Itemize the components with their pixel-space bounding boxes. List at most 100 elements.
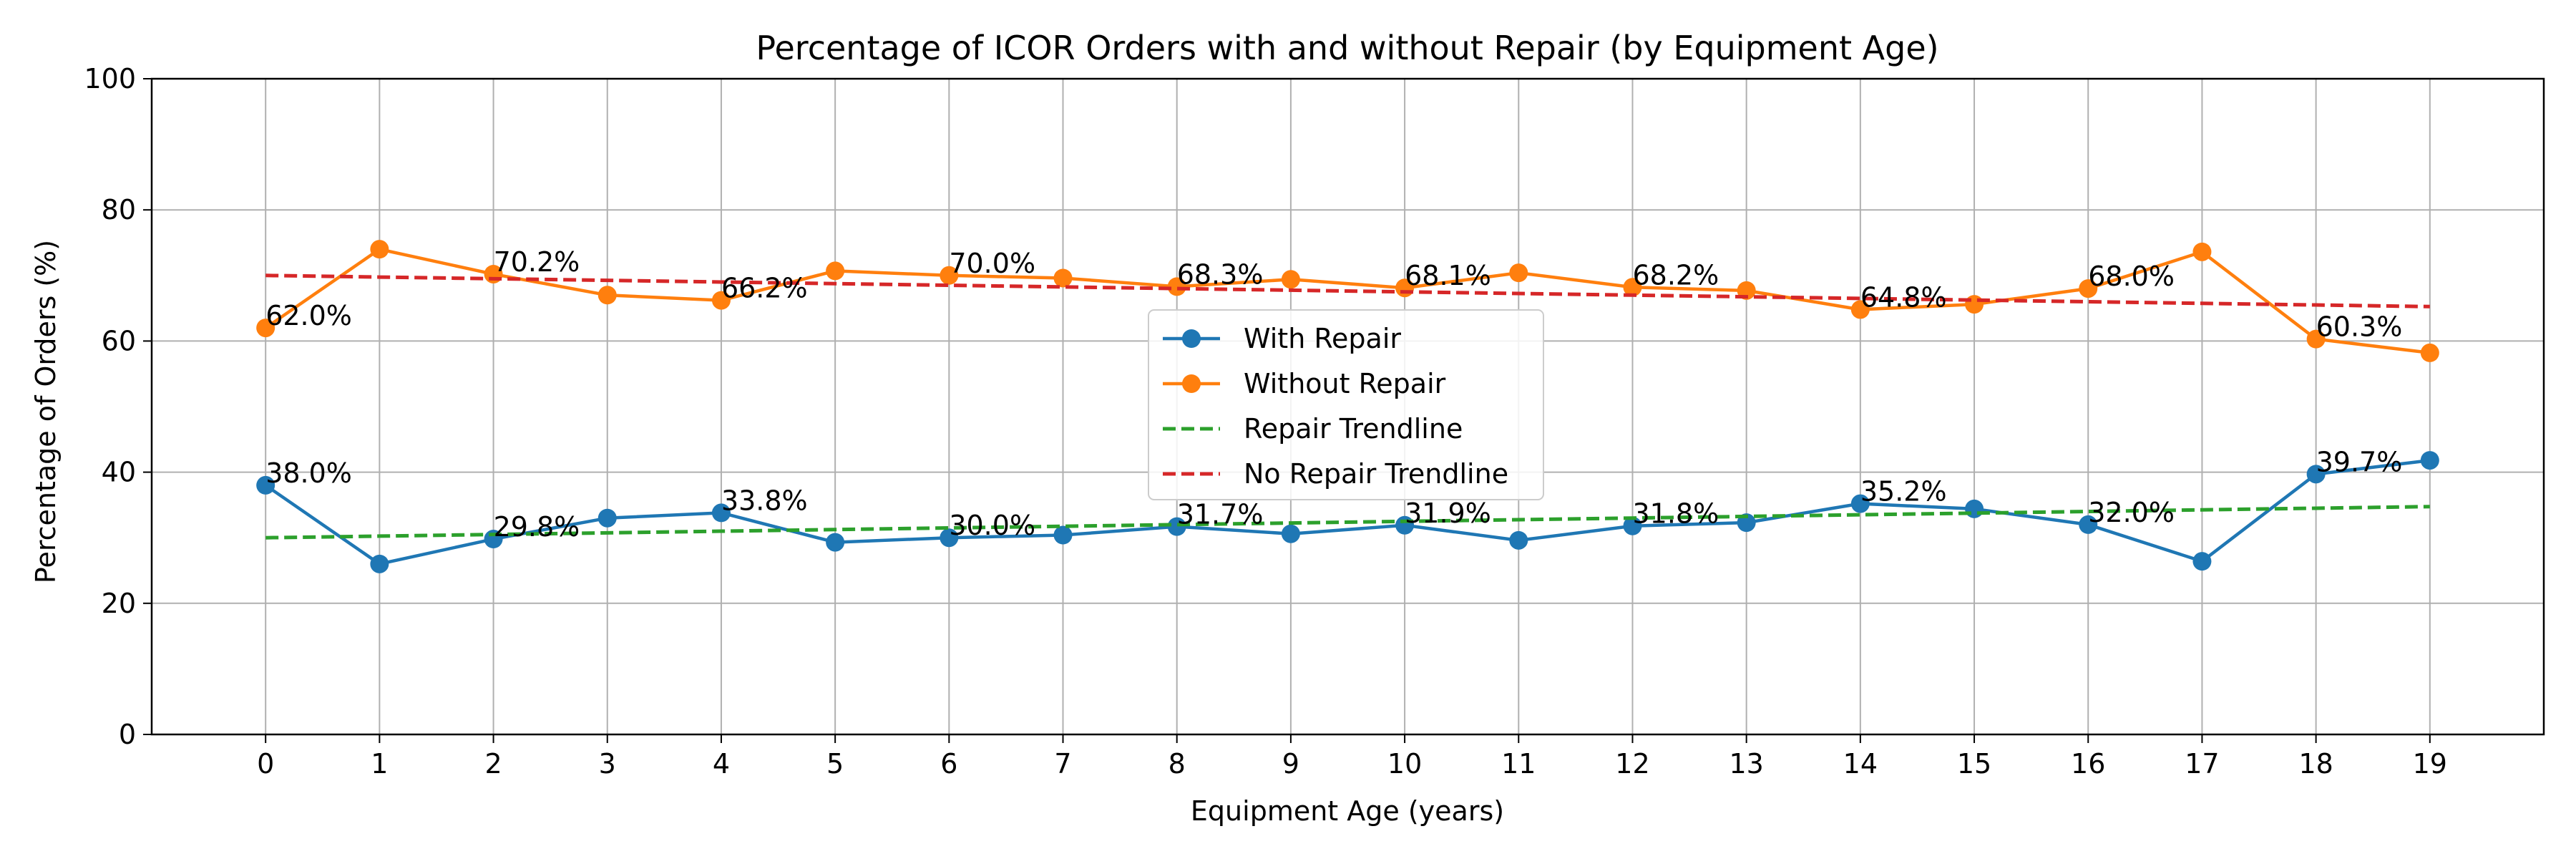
data-label: 33.8% [721, 485, 808, 516]
data-point-without-repair [370, 240, 389, 259]
data-point-without-repair [2420, 343, 2439, 362]
data-point-without-repair [1167, 277, 1186, 296]
x-tick-label: 4 [713, 748, 730, 780]
x-tick-label: 2 [484, 748, 502, 780]
data-point-with-repair [2079, 515, 2098, 534]
series-with-repair [256, 451, 2439, 573]
plot-frame [150, 77, 2545, 736]
ticks: 0 1 2 3 4 5 6 7 8 9 10 11 12 13 14 15 16 17 18 190204060801… [84, 63, 2447, 780]
data-label: 64.8% [1860, 281, 1947, 313]
legend-label-with-repair: With Repair [1244, 323, 1401, 354]
series-line-no-repair-trendline [265, 273, 2430, 309]
data-point-with-repair [256, 475, 275, 495]
x-tick-label: 14 [1843, 748, 1878, 780]
data-label: 31.9% [1405, 498, 1491, 529]
data-label: 70.0% [949, 248, 1035, 279]
data-point-with-repair [826, 533, 845, 552]
data-point-with-repair [597, 508, 617, 528]
data-label: 68.0% [2088, 261, 2175, 292]
legend-label-repair-trendline: Repair Trendline [1244, 413, 1463, 445]
x-tick-label: 17 [2185, 748, 2219, 780]
data-label: 62.0% [265, 300, 352, 331]
x-tick-label: 7 [1054, 748, 1071, 780]
data-label: 32.0% [2088, 497, 2175, 528]
data-point-with-repair [711, 503, 731, 523]
legend-label-no-repair-trendline: No Repair Trendline [1244, 458, 1508, 490]
data-point-with-repair [940, 528, 959, 548]
legend-box [1148, 309, 1544, 500]
data-label: 68.3% [1177, 258, 1264, 290]
legend-marker-with-repair [1182, 329, 1201, 348]
data-point-without-repair [711, 291, 731, 310]
data-point-with-repair [1167, 517, 1186, 536]
x-tick-label: 0 [257, 748, 274, 780]
data-point-without-repair [256, 319, 275, 338]
data-label: 70.2% [494, 246, 580, 278]
data-point-with-repair [1509, 530, 1528, 550]
data-point-without-repair [2079, 279, 2098, 299]
y-tick-label: 0 [119, 719, 136, 750]
x-tick-label: 12 [1615, 748, 1649, 780]
data-point-with-repair [2306, 465, 2326, 484]
chart-title: Percentage of ICOR Orders with and witho… [756, 29, 1938, 67]
data-point-without-repair [1850, 300, 1870, 319]
data-point-without-repair [1281, 270, 1300, 289]
data-label: 68.2% [1632, 259, 1719, 291]
data-point-with-repair [2192, 552, 2212, 571]
data-label: 31.7% [1177, 499, 1264, 530]
data-point-without-repair [1509, 263, 1528, 283]
series-layer [256, 240, 2439, 573]
x-tick-label: 9 [1282, 748, 1299, 780]
y-tick-label: 20 [102, 588, 136, 619]
legend-label-without-repair: Without Repair [1244, 368, 1446, 399]
x-tick-label: 5 [826, 748, 844, 780]
series-line-repair-trendline [265, 505, 2430, 540]
data-label: 35.2% [1860, 476, 1947, 508]
x-tick-label: 18 [2298, 748, 2333, 780]
data-point-without-repair [1053, 268, 1073, 288]
data-point-without-repair [2306, 329, 2326, 349]
y-tick-label: 80 [102, 194, 136, 225]
data-point-with-repair [2420, 451, 2439, 470]
data-label: 38.0% [265, 457, 352, 489]
x-tick-label: 16 [2071, 748, 2105, 780]
x-tick-label: 10 [1387, 748, 1422, 780]
data-point-with-repair [1850, 494, 1870, 513]
y-tick-label: 100 [84, 63, 136, 94]
data-point-without-repair [826, 261, 845, 281]
data-label: 31.8% [1632, 498, 1719, 530]
series-line-without-repair [264, 247, 2431, 355]
data-point-with-repair [1053, 525, 1073, 545]
data-labels: 38.0% 29.8% 33.8% 30.0% 31.7% 31.9% 31.8% 35.2%… [265, 246, 2402, 543]
data-point-without-repair [2192, 242, 2212, 261]
series-repair-trendline [265, 505, 2430, 540]
axes [150, 77, 2545, 736]
legend-marker-without-repair [1182, 374, 1201, 393]
x-tick-label: 1 [371, 748, 388, 780]
data-label: 66.2% [721, 273, 808, 304]
data-point-without-repair [1623, 278, 1642, 297]
x-axis-label: Equipment Age (years) [1191, 795, 1504, 827]
series-no-repair-trendline [265, 273, 2430, 309]
data-label: 29.8% [494, 511, 580, 543]
y-axis-label: Percentage of Orders (%) [30, 240, 62, 583]
data-point-with-repair [1281, 524, 1300, 543]
data-point-without-repair [597, 286, 617, 305]
x-tick-label: 13 [1729, 748, 1763, 780]
data-point-with-repair [1965, 499, 1984, 518]
x-tick-label: 8 [1169, 748, 1186, 780]
data-point-with-repair [1623, 516, 1642, 535]
x-tick-label: 6 [940, 748, 957, 780]
data-point-without-repair [940, 266, 959, 285]
data-label: 68.1% [1405, 260, 1491, 291]
y-tick-label: 40 [102, 457, 136, 488]
x-tick-label: 3 [599, 748, 616, 780]
x-tick-label: 19 [2413, 748, 2447, 780]
data-point-without-repair [1965, 295, 1984, 314]
data-label: 30.0% [949, 510, 1035, 541]
data-label: 39.7% [2316, 446, 2403, 477]
data-point-with-repair [370, 554, 389, 573]
series-line-with-repair [264, 458, 2431, 566]
